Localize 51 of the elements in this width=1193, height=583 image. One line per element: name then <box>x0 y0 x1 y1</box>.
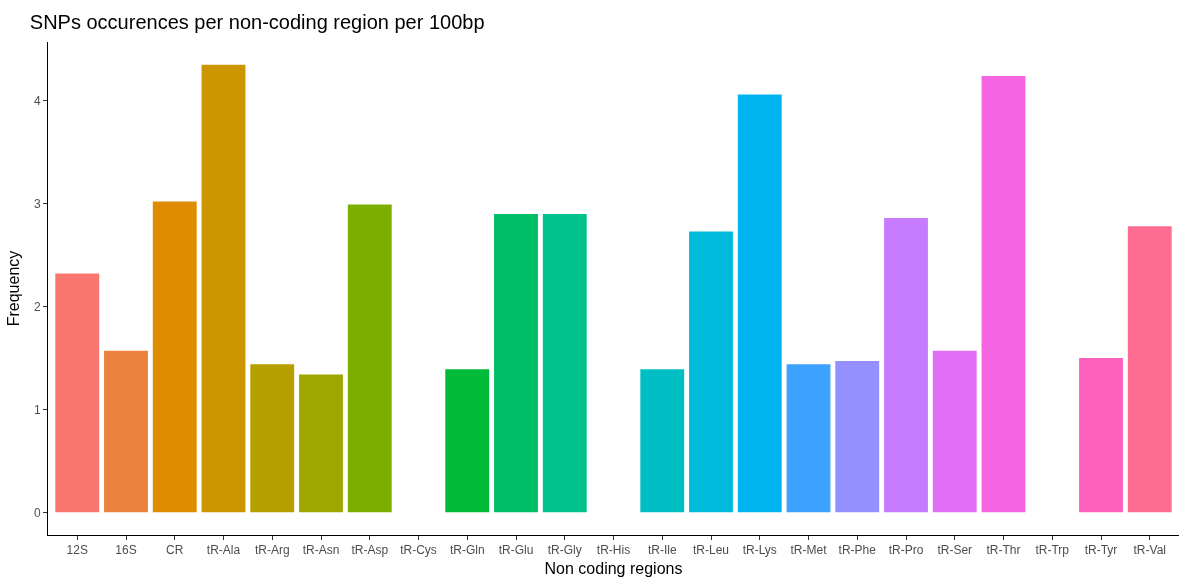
x-tick-label: tR-Ile <box>647 543 677 558</box>
x-tick-label: tR-His <box>596 543 631 558</box>
x-tick-label: tR-Cys <box>400 543 437 558</box>
y-tick-label: 4 <box>33 93 41 108</box>
x-tick-label: tR-Gly <box>547 543 582 558</box>
bar <box>104 350 148 513</box>
bar <box>737 94 782 513</box>
x-tick-label: tR-Ser <box>937 543 973 558</box>
x-tick-label: tR-Leu <box>692 543 730 558</box>
x-tick-label: tR-Lys <box>742 543 777 558</box>
bar <box>1079 357 1123 513</box>
bar <box>201 64 246 513</box>
x-tick-label: tR-Trp <box>1035 543 1070 558</box>
x-tick-label: tR-Thr <box>986 543 1021 558</box>
bar <box>835 361 880 513</box>
bar <box>689 231 733 513</box>
x-tick-label: tR-Arg <box>254 543 290 558</box>
y-tick-label: 3 <box>33 196 41 211</box>
y-tick-label: 0 <box>33 505 41 520</box>
x-tick-label: 12S <box>66 543 88 558</box>
bar <box>347 204 392 513</box>
bar <box>786 364 831 513</box>
x-tick-label: tR-Tyr <box>1084 543 1118 558</box>
bar <box>1127 226 1172 513</box>
bar <box>55 273 100 513</box>
x-tick-label: tR-Asn <box>302 543 340 558</box>
x-tick-label: tR-Met <box>790 543 828 558</box>
x-tick-label: tR-Phe <box>838 543 877 558</box>
x-tick-label: CR <box>166 543 184 558</box>
x-tick-label: tR-Asp <box>351 543 389 558</box>
bar <box>152 201 197 513</box>
y-axis-title: Frequency <box>4 250 22 327</box>
chart-title: SNPs occurences per non-coding region per 100bp <box>29 10 485 33</box>
bar <box>494 213 538 513</box>
y-tick-label: 2 <box>33 299 41 314</box>
x-tick-label: tR-Gln <box>449 543 485 558</box>
x-axis-title: Non coding regions <box>544 560 683 578</box>
x-tick-label: tR-Val <box>1133 543 1166 558</box>
y-tick-label: 1 <box>33 402 41 417</box>
bar <box>932 350 977 513</box>
bar <box>445 369 490 513</box>
x-tick-label: 16S <box>115 543 137 558</box>
x-tick-label: tR-Pro <box>888 543 924 558</box>
bar <box>981 75 1026 513</box>
bar <box>884 218 928 513</box>
x-tick-label: tR-Ala <box>206 543 241 558</box>
bar <box>640 369 685 513</box>
bar <box>542 213 587 513</box>
bar <box>250 364 295 513</box>
bar <box>299 374 343 513</box>
x-tick-label: tR-Glu <box>498 543 534 558</box>
